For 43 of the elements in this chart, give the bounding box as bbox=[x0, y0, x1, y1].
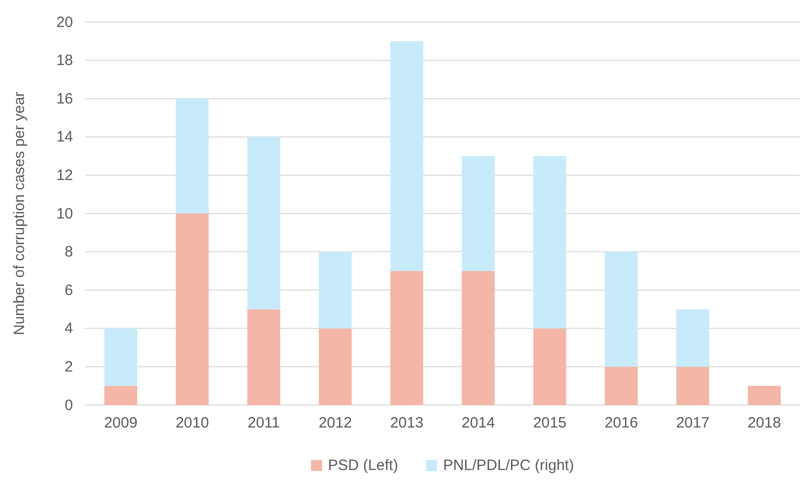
bar bbox=[176, 214, 209, 405]
bar bbox=[604, 366, 638, 405]
bar bbox=[676, 366, 710, 405]
bar bbox=[104, 386, 138, 405]
x-tick-label: 2011 bbox=[248, 414, 280, 432]
y-tick-label: 0 bbox=[64, 396, 73, 414]
x-tick-label: 2012 bbox=[318, 414, 352, 432]
x-tick-label: 2016 bbox=[604, 414, 638, 432]
y-tick-label: 16 bbox=[56, 90, 73, 108]
y-tick-label: 4 bbox=[64, 320, 73, 338]
x-tick-label: 2017 bbox=[676, 414, 710, 432]
y-tick-label: 20 bbox=[56, 14, 73, 31]
bar bbox=[318, 328, 352, 405]
bar bbox=[390, 41, 424, 271]
x-tick-label: 2015 bbox=[533, 414, 566, 432]
bar bbox=[104, 328, 138, 386]
x-tick-label: 2018 bbox=[748, 414, 781, 432]
y-tick-label: 12 bbox=[56, 167, 73, 184]
bar bbox=[462, 270, 495, 405]
bar bbox=[247, 136, 280, 310]
y-axis-title: Number of corruption cases per year bbox=[11, 92, 28, 336]
x-tick-label: 2013 bbox=[390, 414, 424, 432]
bar bbox=[533, 328, 566, 405]
bar bbox=[676, 309, 710, 367]
y-tick-label: 8 bbox=[64, 244, 73, 261]
bar bbox=[748, 386, 781, 405]
bar bbox=[390, 270, 424, 405]
bar bbox=[462, 156, 495, 271]
bar bbox=[318, 252, 352, 328]
bar bbox=[247, 309, 280, 405]
y-tick-label: 2 bbox=[64, 358, 73, 376]
x-tick-label: 2014 bbox=[462, 414, 495, 432]
x-tick-label: 2009 bbox=[104, 414, 138, 432]
x-tick-label: 2010 bbox=[176, 414, 209, 432]
bar bbox=[176, 98, 209, 214]
legend-label: PSD (Left) bbox=[328, 457, 398, 474]
legend-label: PNL/PDL/PC (right) bbox=[443, 457, 574, 474]
bar bbox=[533, 156, 566, 328]
y-tick-label: 14 bbox=[56, 128, 73, 146]
y-tick-label: 6 bbox=[64, 282, 73, 299]
y-tick-label: 10 bbox=[56, 205, 73, 222]
bar bbox=[604, 252, 638, 367]
y-tick-label: 18 bbox=[56, 52, 73, 70]
